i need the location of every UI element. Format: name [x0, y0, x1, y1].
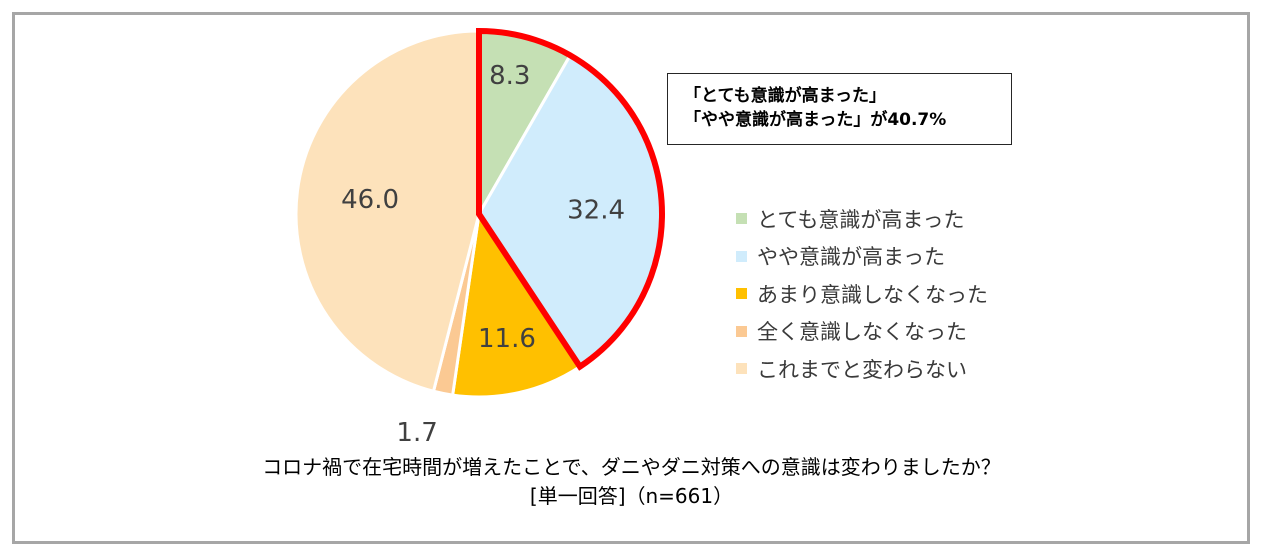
legend-item-somewhat-increased: やや意識が高まった — [736, 238, 988, 276]
slice-labels: 8.3 32.4 11.6 1.7 46.0 — [341, 61, 625, 448]
data-label-somewhat-increased: 32.4 — [567, 195, 625, 225]
data-label-very-increased: 8.3 — [489, 61, 530, 91]
legend: とても意識が高まった やや意識が高まった あまり意識しなくなった 全く意識しなく… — [736, 200, 988, 388]
callout-line-1: 「とても意識が高まった」 — [684, 86, 886, 106]
legend-item-somewhat-decreased: あまり意識しなくなった — [736, 275, 988, 313]
legend-item-not-at-all: 全く意識しなくなった — [736, 313, 988, 351]
legend-swatch — [736, 250, 747, 262]
legend-label: 全く意識しなくなった — [757, 320, 967, 345]
slice-somewhat-decreased — [450, 209, 583, 399]
legend-swatch — [736, 363, 747, 375]
legend-label: これまでと変わらない — [757, 357, 967, 382]
data-label-not-at-all: 1.7 — [396, 418, 437, 448]
survey-question: コロナ禍で在宅時間が増えたことで、ダニやダニ対策への意識は変わりましたか？ [単… — [0, 453, 1263, 511]
data-label-unchanged: 46.0 — [341, 185, 399, 215]
answer-note: [単一回答]（n=661） — [529, 484, 734, 508]
highlight-callout: 「とても意識が高まった」 「やや意識が高まった」が40.7% — [667, 73, 1012, 145]
legend-swatch — [736, 213, 747, 225]
legend-swatch — [736, 325, 747, 337]
highlight-outline — [476, 27, 665, 371]
pie-slices — [294, 27, 665, 399]
legend-label: やや意識が高まった — [757, 245, 946, 270]
legend-item-unchanged: これまでと変わらない — [736, 350, 988, 388]
slice-unchanged — [294, 29, 481, 394]
legend-item-very-increased: とても意識が高まった — [736, 200, 988, 238]
legend-label: あまり意識しなくなった — [757, 282, 988, 307]
data-label-somewhat-decreased: 11.6 — [478, 324, 536, 354]
legend-swatch — [736, 288, 747, 300]
question-text: コロナ禍で在宅時間が増えたことで、ダニやダニ対策への意識は変わりましたか？ — [262, 455, 1001, 479]
callout-line-2: 「やや意識が高まった」が40.7% — [684, 110, 947, 130]
legend-label: とても意識が高まった — [757, 207, 965, 232]
